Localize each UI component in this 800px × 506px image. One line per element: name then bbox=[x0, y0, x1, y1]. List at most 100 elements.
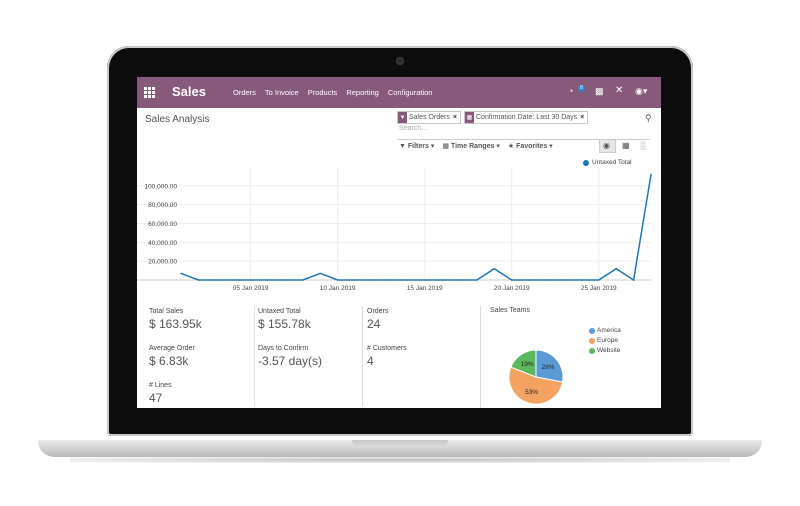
pie-slice-website bbox=[510, 349, 537, 378]
pie-slice-label: 28% bbox=[542, 364, 555, 371]
y-tick-label: 60,000.00 bbox=[148, 221, 177, 228]
main-menu: Orders To Invoice Products Reporting Con… bbox=[233, 88, 432, 97]
sales-teams-pie-chart: 28% 53% 19% bbox=[508, 349, 564, 405]
legend-swatch bbox=[589, 327, 595, 334]
app-brand[interactable]: Sales bbox=[172, 84, 206, 99]
data-point bbox=[319, 272, 322, 275]
x-tick-label: 05 Jan 2019 bbox=[233, 285, 269, 292]
legend-label: America bbox=[597, 327, 621, 334]
kpi-value: $ 155.78k bbox=[258, 317, 311, 331]
data-point bbox=[423, 279, 426, 281]
kpi-label: # Customers bbox=[367, 345, 407, 352]
data-point bbox=[650, 173, 652, 176]
legend-dot bbox=[583, 159, 589, 166]
facet-label: Confirmation Date: Last 30 Days bbox=[476, 114, 578, 121]
y-tick-label: 40,000.00 bbox=[148, 240, 177, 247]
search-tools: ▼ Filters ▾ ▦ Time Ranges ▾ ★ Favorites … bbox=[399, 142, 553, 150]
menu-configuration[interactable]: Configuration bbox=[387, 88, 433, 97]
close-icon[interactable]: ✕ bbox=[615, 85, 624, 96]
data-point bbox=[528, 279, 530, 281]
dashboard-view-icon[interactable]: ◉ bbox=[603, 141, 610, 150]
activity-icon[interactable]: ◔ bbox=[568, 86, 574, 96]
kpi-value: $ 6.83k bbox=[149, 354, 189, 368]
x-tick-label: 20 Jan 2019 bbox=[494, 285, 530, 292]
kpi-untaxed-total[interactable]: Untaxed Total $ 155.78k bbox=[258, 308, 311, 331]
legend-swatch bbox=[589, 337, 595, 344]
data-point bbox=[580, 279, 583, 281]
data-point bbox=[632, 279, 635, 281]
kpi-lines[interactable]: # Lines 47 bbox=[149, 382, 172, 405]
time-ranges-button[interactable]: ▦ Time Ranges ▾ bbox=[442, 143, 500, 150]
kpi-days-to-confirm[interactable]: Days to Confirm -3.57 day(s) bbox=[258, 345, 322, 368]
kpi-value: 24 bbox=[367, 317, 381, 331]
y-tick-label: 20,000.00 bbox=[148, 259, 177, 266]
kpi-value: $ 163.95k bbox=[149, 317, 202, 331]
search-input[interactable]: Search... bbox=[399, 125, 428, 132]
kpi-divider bbox=[480, 306, 481, 408]
data-point bbox=[336, 279, 339, 281]
kpi-value: 4 bbox=[367, 354, 374, 368]
pie-slice-label: 53% bbox=[525, 389, 538, 396]
kpi-label: Total Sales bbox=[149, 308, 184, 315]
chat-icon[interactable]: ▩ bbox=[595, 86, 604, 96]
data-point bbox=[267, 279, 269, 281]
kpi-label: Orders bbox=[367, 308, 389, 315]
kpi-total-sales[interactable]: Total Sales $ 163.95k bbox=[149, 308, 202, 331]
sales-teams-panel: Sales Teams America Europe Website 28% 53… bbox=[482, 305, 657, 408]
y-tick-label: 80,000.00 bbox=[148, 202, 177, 209]
series-line-untaxed-total bbox=[180, 174, 652, 282]
menu-reporting[interactable]: Reporting bbox=[346, 88, 379, 97]
top-bar: Sales Orders To Invoice Products Reporti… bbox=[137, 77, 661, 108]
facet-confirmation-date[interactable]: ▦ Confirmation Date: Last 30 Days × bbox=[464, 111, 589, 124]
data-point bbox=[197, 279, 200, 281]
remove-facet-icon[interactable]: × bbox=[452, 114, 457, 121]
pie-slice-europe bbox=[508, 366, 564, 405]
data-point bbox=[476, 279, 478, 281]
data-point bbox=[406, 279, 409, 281]
data-point bbox=[545, 279, 548, 281]
pie-legend-item[interactable]: Website bbox=[589, 347, 621, 354]
kpi-value: 47 bbox=[149, 391, 163, 405]
camera-icon bbox=[396, 57, 404, 65]
data-point bbox=[493, 267, 496, 270]
data-point bbox=[510, 279, 513, 281]
kpi-customers[interactable]: # Customers 4 bbox=[367, 345, 407, 368]
notification-badge: 8 bbox=[578, 85, 585, 92]
data-point bbox=[180, 272, 182, 275]
legend-swatch bbox=[589, 347, 595, 354]
kpi-divider bbox=[254, 306, 255, 406]
y-tick-label: 100,000.00 bbox=[144, 183, 177, 190]
active-view-indicator bbox=[599, 139, 616, 153]
kpi-orders[interactable]: Orders 24 bbox=[367, 308, 388, 331]
data-point bbox=[302, 279, 304, 281]
data-point bbox=[458, 279, 461, 281]
x-tick-label: 10 Jan 2019 bbox=[320, 285, 356, 292]
pie-slice-america bbox=[535, 349, 564, 383]
menu-orders[interactable]: Orders bbox=[233, 88, 256, 97]
facet-sales-orders[interactable]: ▼ Sales Orders × bbox=[397, 111, 461, 124]
data-point bbox=[354, 279, 356, 281]
kpi-average-order[interactable]: Average Order $ 6.83k bbox=[149, 345, 195, 368]
kpi-value: -3.57 day(s) bbox=[258, 354, 323, 368]
filters-button[interactable]: ▼ Filters ▾ bbox=[399, 143, 435, 150]
favorites-button[interactable]: ★ Favorites ▾ bbox=[507, 143, 553, 150]
laptop-base bbox=[38, 440, 762, 457]
search-bar[interactable]: ▼ Sales Orders × ▦ Confirmation Date: La… bbox=[397, 111, 650, 140]
pie-legend-item[interactable]: Europe bbox=[589, 337, 621, 344]
apps-menu-icon[interactable] bbox=[144, 87, 155, 98]
x-tick-label: 25 Jan 2019 bbox=[581, 285, 617, 292]
pie-legend-item[interactable]: America bbox=[589, 327, 621, 334]
chart-legend: Untaxed Total bbox=[583, 159, 632, 166]
kpi-label: # Lines bbox=[149, 382, 172, 389]
user-avatar-icon[interactable]: ◉▾ bbox=[635, 86, 648, 96]
page-title: Sales Analysis bbox=[145, 114, 210, 125]
pivot-view-icon[interactable]: ▦ bbox=[622, 141, 630, 150]
search-icon[interactable]: ⚲ bbox=[645, 113, 652, 123]
facet-label: Sales Orders bbox=[409, 114, 450, 121]
kpi-label: Untaxed Total bbox=[258, 308, 301, 315]
menu-to-invoice[interactable]: To Invoice bbox=[264, 88, 299, 97]
remove-facet-icon[interactable]: × bbox=[580, 114, 585, 121]
laptop-shadow bbox=[70, 457, 730, 463]
menu-products[interactable]: Products bbox=[307, 88, 338, 97]
graph-view-icon[interactable]: ░ bbox=[640, 141, 646, 150]
